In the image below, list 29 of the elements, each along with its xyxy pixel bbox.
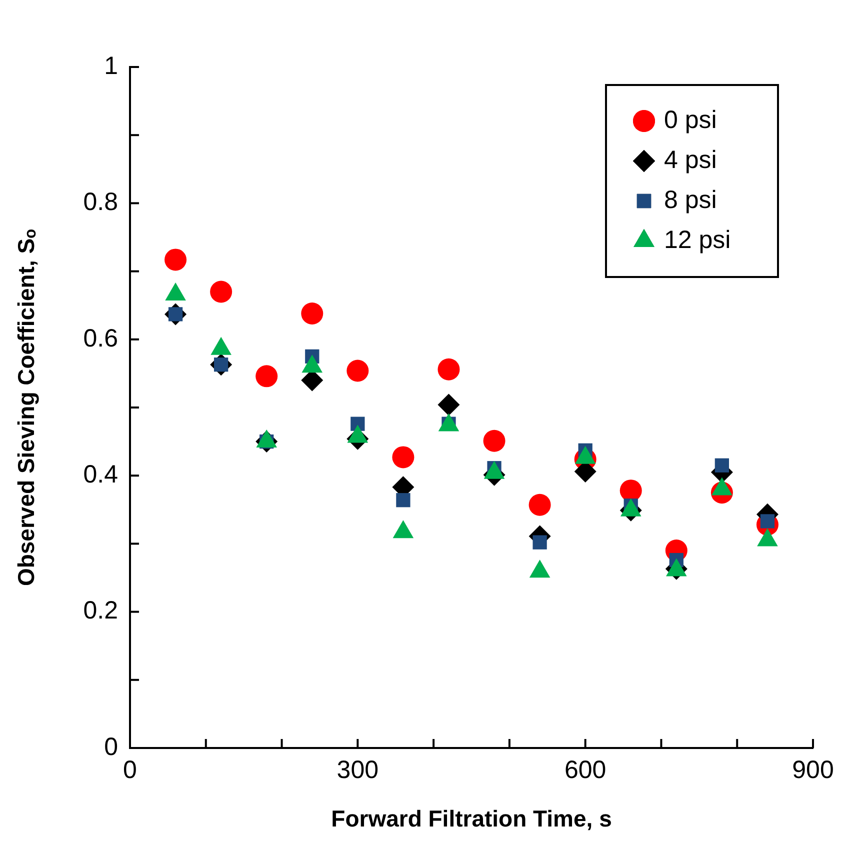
point — [256, 365, 278, 388]
y-tick-label: 1 — [104, 52, 118, 80]
point — [438, 394, 460, 416]
point — [301, 302, 324, 325]
point — [483, 430, 506, 452]
point — [164, 248, 187, 271]
legend-label: 8 psi — [664, 186, 717, 214]
x-tick-label: 600 — [564, 756, 606, 784]
x-tick-label: 900 — [792, 756, 834, 784]
x-tick-label: 0 — [123, 756, 137, 784]
y-axis-title: Observed Sieving Coefficient, Sₒ — [13, 228, 40, 586]
y-tick-label: 0.4 — [83, 460, 118, 488]
y-tick-label: 0.2 — [83, 596, 118, 625]
point — [714, 458, 730, 472]
point — [396, 493, 410, 508]
y-tick-label: 0.8 — [83, 188, 118, 216]
legend-label: 0 psi — [664, 106, 717, 134]
y-tick-label: 0.6 — [83, 324, 118, 352]
legend-label: 12 psi — [664, 226, 731, 254]
y-tick-label: 0 — [104, 732, 118, 761]
point — [346, 360, 369, 382]
legend-label: 4 psi — [664, 146, 717, 174]
point — [528, 494, 551, 516]
point — [438, 358, 460, 380]
point — [532, 535, 547, 550]
x-axis-title: Forward Filtration Time, s — [331, 806, 612, 832]
point — [392, 446, 414, 468]
point — [210, 280, 232, 303]
x-tick-label: 300 — [336, 756, 379, 784]
